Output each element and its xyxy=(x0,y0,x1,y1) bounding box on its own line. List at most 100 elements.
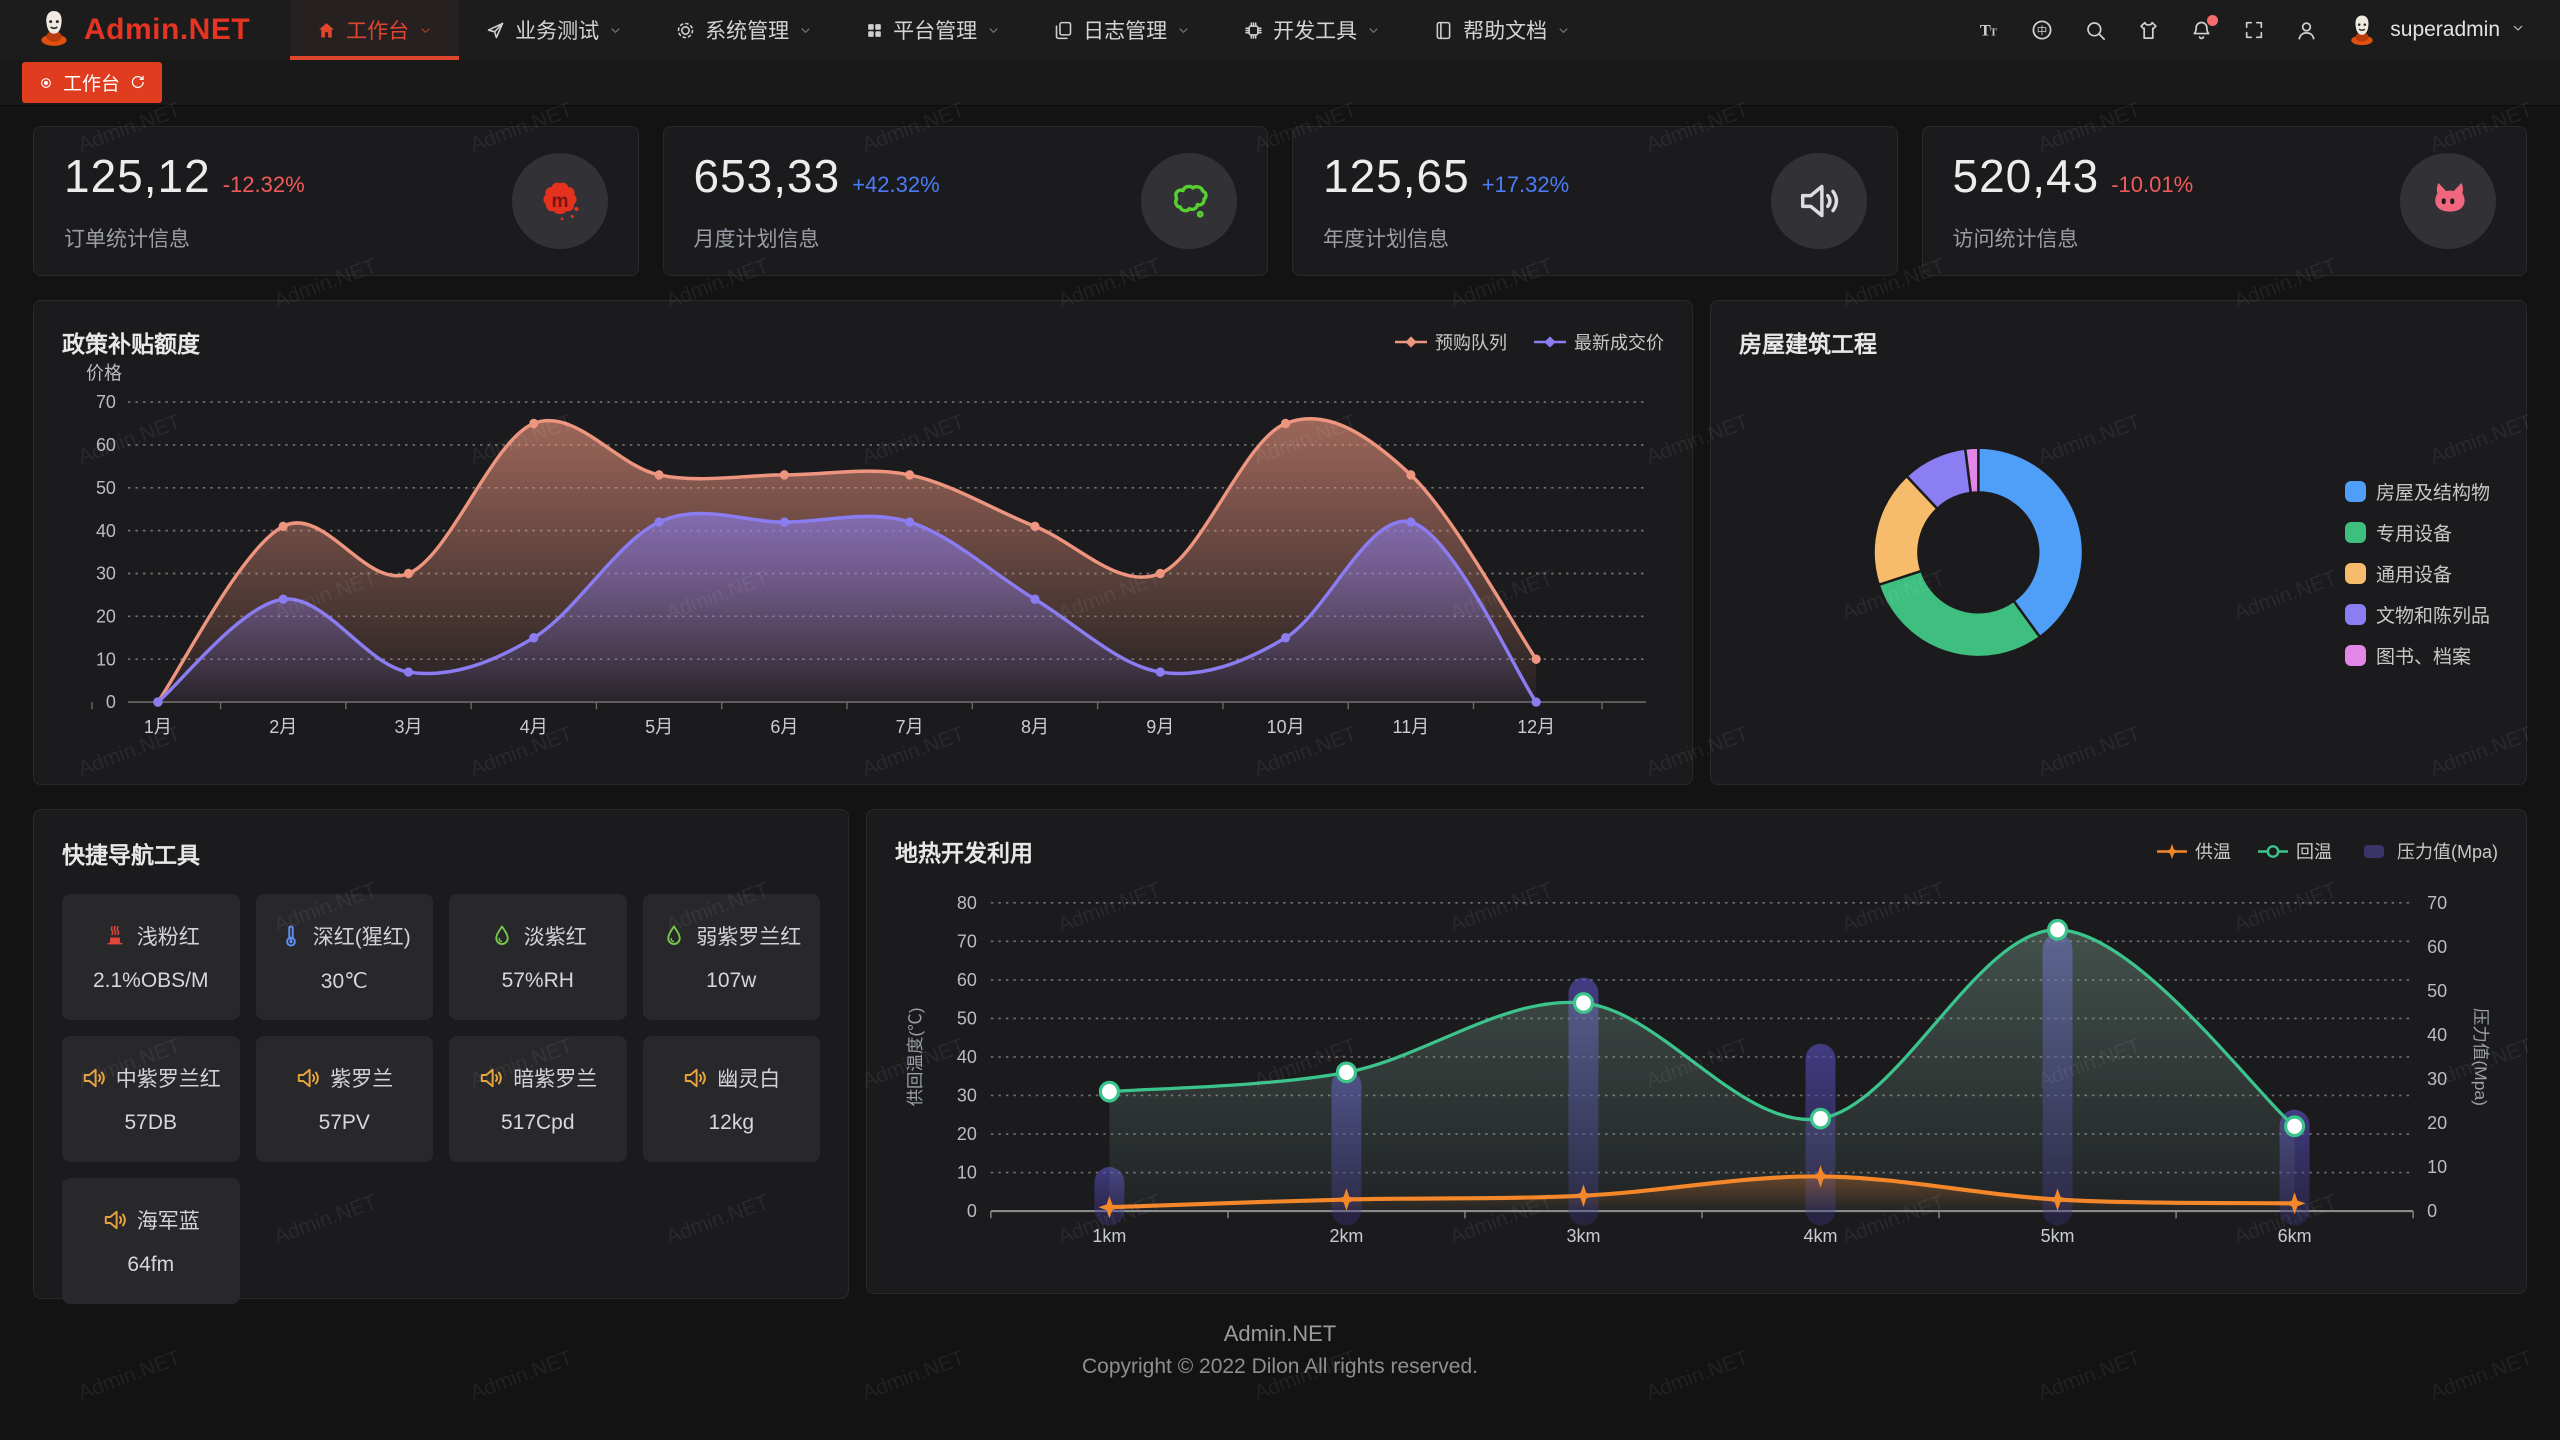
pie-legend-item-专用设备[interactable]: 专用设备 xyxy=(2345,519,2490,546)
stat-card-text: 125,65 +17.32% 年度计划信息 xyxy=(1323,149,1569,253)
stat-delta: -10.01% xyxy=(2111,172,2194,197)
app-logo[interactable]: Admin.NET xyxy=(0,0,290,60)
stat-cards-row: 125,12 -12.32% 订单统计信息 m 653,33 +42.32% 月… xyxy=(33,126,2527,276)
tile-value: 57PV xyxy=(318,1111,370,1134)
legend-item-预购队列[interactable]: 预购队列 xyxy=(1394,329,1507,355)
tile-value: 30℃ xyxy=(320,969,368,993)
tile-label: 紫罗兰 xyxy=(330,1068,394,1091)
stat-delta: +17.32% xyxy=(1481,172,1570,197)
refresh-icon[interactable] xyxy=(129,74,146,91)
stat-card-2: 653,33 +42.32% 月度计划信息 xyxy=(662,126,1268,276)
quick-nav-tile-6[interactable]: 紫罗兰 57PV xyxy=(255,1036,433,1162)
geothermal-chart-header: 地热开发利用 供温 回温 压力值(Mpa) xyxy=(895,834,2498,868)
user-menu[interactable]: superadmin xyxy=(2344,0,2560,60)
building-pie-card: 房屋建筑工程 房屋及结构物 专用设备 通用设备 文物和陈列品 图书、档案 xyxy=(1710,300,2527,785)
quick-nav-tile-2[interactable]: 深红(猩红) 30℃ xyxy=(255,894,433,1020)
legend-label: 供温 xyxy=(2194,842,2231,862)
tile-label: 弱紫罗兰红 xyxy=(696,926,802,949)
building-pie-header: 房屋建筑工程 xyxy=(1739,325,2498,359)
tile-header: 紫罗兰 xyxy=(295,1063,393,1093)
pie-legend-item-房屋及结构物[interactable]: 房屋及结构物 xyxy=(2345,478,2490,505)
speaker-icon xyxy=(295,1065,321,1091)
svg-text:T: T xyxy=(1980,20,1991,39)
grid-icon xyxy=(865,21,884,40)
svg-text:60: 60 xyxy=(2427,936,2447,957)
quick-nav-tile-5[interactable]: 中紫罗兰红 57DB xyxy=(62,1036,240,1162)
user-icon[interactable] xyxy=(2295,19,2318,42)
nav-item-label: 日志管理 xyxy=(1083,20,1168,43)
nav-item-label: 帮助文档 xyxy=(1463,20,1548,43)
nav-item-5[interactable]: 日志管理 xyxy=(1027,0,1217,60)
send-icon xyxy=(485,20,506,41)
tile-value: 12kg xyxy=(708,1111,755,1134)
chip-icon xyxy=(1243,20,1264,41)
svg-text:11月: 11月 xyxy=(1393,716,1430,737)
tile-label: 中紫罗兰红 xyxy=(115,1068,221,1091)
svg-text:10: 10 xyxy=(96,648,116,669)
legend-item-供温[interactable]: 供温 xyxy=(2156,838,2231,864)
svg-text:30: 30 xyxy=(957,1084,977,1105)
notification-badge xyxy=(2207,14,2219,26)
logo-text: Admin.NET xyxy=(84,13,251,46)
nav-item-3[interactable]: 系统管理 xyxy=(649,0,839,60)
legend-item-最新成交价[interactable]: 最新成交价 xyxy=(1533,329,1664,355)
pie-legend-item-通用设备[interactable]: 通用设备 xyxy=(2345,560,2490,587)
building-pie-title: 房屋建筑工程 xyxy=(1739,331,1877,357)
theme-shirt-icon[interactable] xyxy=(2137,19,2160,42)
legend-item-压力值(Mpa)[interactable]: 压力值(Mpa) xyxy=(2358,838,2498,864)
heat-icon xyxy=(102,923,128,949)
quick-nav-tile-7[interactable]: 暗紫罗兰 517Cpd xyxy=(449,1036,627,1162)
quick-nav-tile-3[interactable]: 淡紫红 57%RH xyxy=(449,894,627,1020)
tile-header: 深红(猩红) xyxy=(278,921,411,951)
svg-text:30: 30 xyxy=(96,562,116,583)
svg-text:3月: 3月 xyxy=(394,716,422,737)
pie-legend-item-图书、档案[interactable]: 图书、档案 xyxy=(2345,642,2490,669)
svg-text:中: 中 xyxy=(2037,24,2048,37)
tab-label: 工作台 xyxy=(63,74,121,95)
legend-swatch xyxy=(2345,522,2366,543)
tile-header: 浅粉红 xyxy=(102,921,200,951)
pie-legend-item-文物和陈列品[interactable]: 文物和陈列品 xyxy=(2345,601,2490,628)
legend-swatch xyxy=(2345,645,2366,666)
notification-bell-icon xyxy=(2190,19,2213,42)
legend-item-回温[interactable]: 回温 xyxy=(2257,838,2332,864)
tile-header: 弱紫罗兰红 xyxy=(661,921,801,951)
legend-swatch xyxy=(2345,481,2366,502)
legend-swatch xyxy=(2345,563,2366,584)
nav-item-1[interactable]: 工作台 xyxy=(290,0,460,60)
stat-label: 月度计划信息 xyxy=(693,228,820,251)
nav-item-7[interactable]: 帮助文档 xyxy=(1407,0,1597,60)
search-icon[interactable] xyxy=(2084,19,2107,42)
svg-text:50: 50 xyxy=(2427,980,2447,1001)
stat-delta: +42.32% xyxy=(852,172,940,197)
quick-nav-tile-8[interactable]: 幽灵白 12kg xyxy=(642,1036,820,1162)
tile-header: 中紫罗兰红 xyxy=(81,1063,221,1093)
svg-text:20: 20 xyxy=(2427,1112,2447,1133)
quick-nav-tile-1[interactable]: 浅粉红 2.1%OBS/M xyxy=(62,894,240,1020)
svg-text:T: T xyxy=(1990,27,1997,38)
mascot-icon xyxy=(2345,13,2379,47)
geothermal-chart-card: 地热开发利用 供温 回温 压力值(Mpa) 0 10 20 30 40 50 60 70 80 0… xyxy=(866,809,2527,1294)
notification-bell-icon[interactable] xyxy=(2190,14,2219,42)
fullscreen-icon[interactable] xyxy=(2243,19,2265,41)
quick-nav-tile-9[interactable]: 海军蓝 64fm xyxy=(62,1178,240,1304)
gear-icon xyxy=(675,20,696,41)
nav-item-label: 平台管理 xyxy=(893,20,978,43)
svg-text:0: 0 xyxy=(106,691,116,712)
svg-text:压力值(Mpa): 压力值(Mpa) xyxy=(2471,1008,2491,1106)
nav-item-6[interactable]: 开发工具 xyxy=(1217,0,1407,60)
chevron-down-icon xyxy=(1176,23,1191,38)
legend-marker xyxy=(2257,844,2288,858)
tile-label: 淡紫红 xyxy=(523,926,587,949)
nav-item-label: 工作台 xyxy=(346,20,410,43)
nav-item-2[interactable]: 业务测试 xyxy=(459,0,649,60)
quick-nav-tile-4[interactable]: 弱紫罗兰红 107w xyxy=(642,894,820,1020)
svg-text:9月: 9月 xyxy=(1146,716,1174,737)
language-icon[interactable]: 中 xyxy=(2030,18,2054,42)
tab-工作台[interactable]: 工作台 xyxy=(22,62,163,103)
nav-item-4[interactable]: 平台管理 xyxy=(839,0,1027,60)
speaker-icon xyxy=(478,1065,504,1091)
